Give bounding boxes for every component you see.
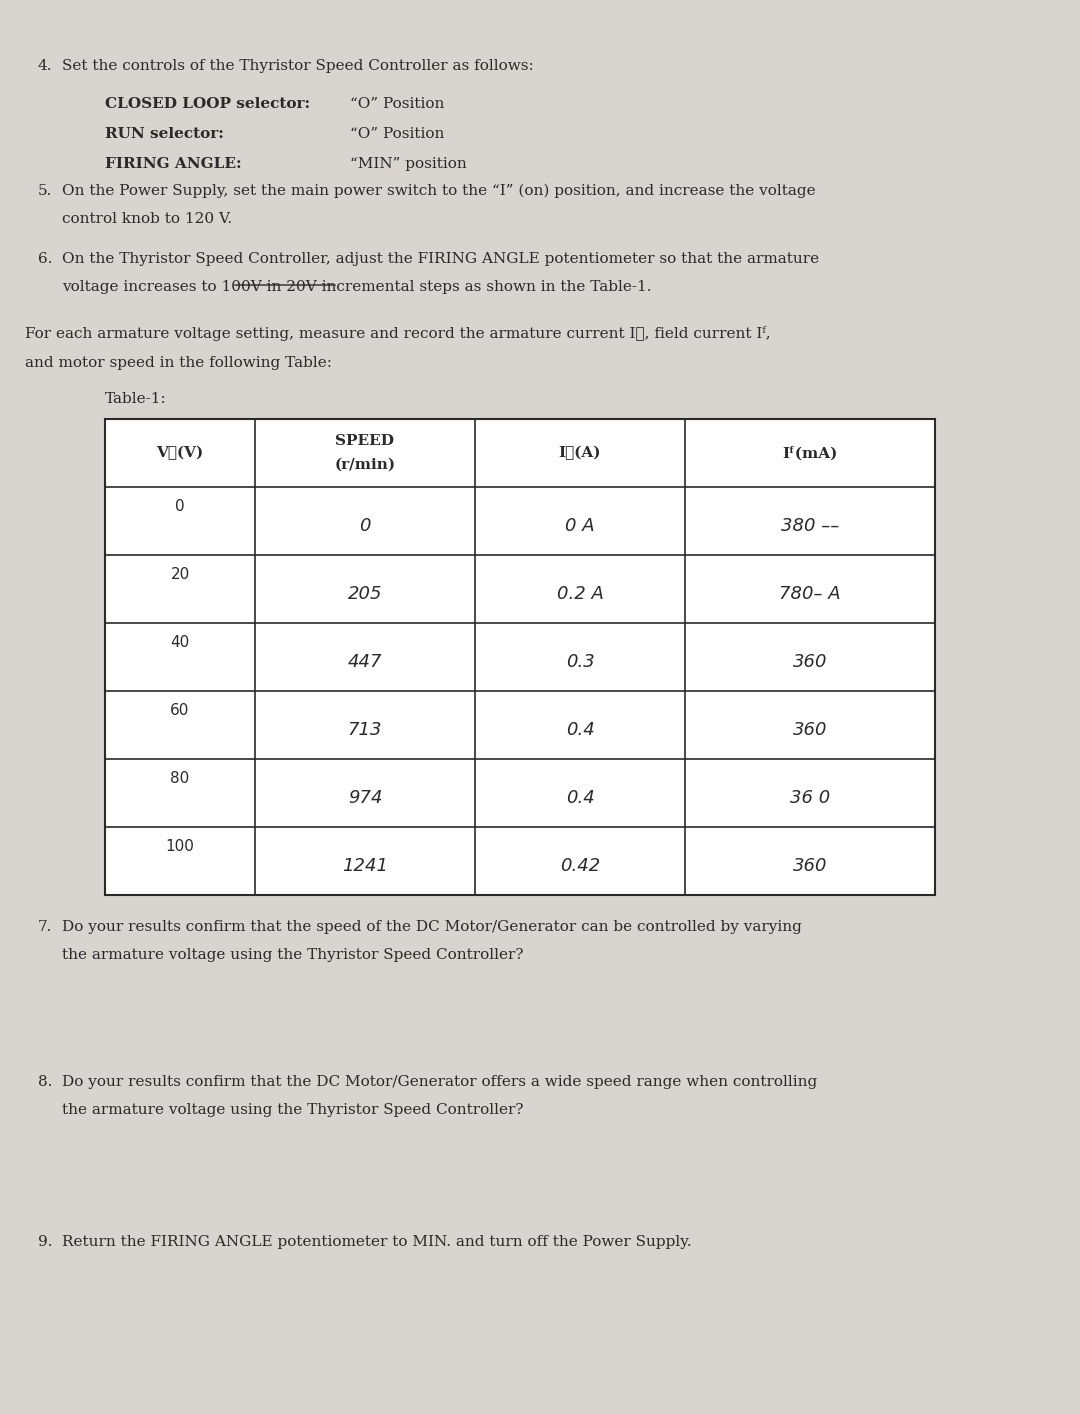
- Text: (r/min): (r/min): [335, 458, 395, 472]
- Text: 780– A: 780– A: [779, 585, 841, 602]
- Text: 100: 100: [165, 839, 194, 854]
- Text: “O” Position: “O” Position: [350, 98, 444, 112]
- Text: Iᶠ(mA): Iᶠ(mA): [782, 445, 838, 460]
- Text: 20: 20: [171, 567, 190, 583]
- Text: “O” Position: “O” Position: [350, 127, 444, 141]
- Text: 36 0: 36 0: [789, 789, 831, 807]
- Bar: [105, 419, 935, 895]
- Text: I⁁(A): I⁁(A): [558, 445, 602, 460]
- Text: 7.: 7.: [38, 921, 52, 935]
- Text: 447: 447: [348, 653, 382, 672]
- Text: 0 A: 0 A: [565, 518, 595, 534]
- Text: 0.42: 0.42: [559, 857, 600, 875]
- Text: 80: 80: [171, 771, 190, 786]
- Text: 60: 60: [171, 703, 190, 718]
- Text: Set the controls of the Thyristor Speed Controller as follows:: Set the controls of the Thyristor Speed …: [62, 59, 534, 74]
- Text: “MIN” position: “MIN” position: [350, 157, 467, 171]
- Text: 0.3: 0.3: [566, 653, 594, 672]
- Text: On the Thyristor Speed Controller, adjust the FIRING ANGLE potentiometer so that: On the Thyristor Speed Controller, adjus…: [62, 252, 819, 266]
- Text: 5.: 5.: [38, 184, 52, 198]
- Text: 6.: 6.: [38, 252, 53, 266]
- Text: 0: 0: [360, 518, 370, 534]
- Text: 380 ––: 380 ––: [781, 518, 839, 534]
- Text: and motor speed in the following Table:: and motor speed in the following Table:: [25, 356, 332, 370]
- Text: Do your results confirm that the DC Motor/Generator offers a wide speed range wh: Do your results confirm that the DC Moto…: [62, 1075, 818, 1089]
- Text: 0: 0: [175, 499, 185, 515]
- Text: 360: 360: [793, 653, 827, 672]
- Text: 1241: 1241: [342, 857, 388, 875]
- Text: SPEED: SPEED: [336, 434, 394, 448]
- Text: On the Power Supply, set the main power switch to the “I” (on) position, and inc: On the Power Supply, set the main power …: [62, 184, 815, 198]
- Text: 0.2 A: 0.2 A: [556, 585, 604, 602]
- Text: 9.: 9.: [38, 1234, 53, 1249]
- Text: Table-1:: Table-1:: [105, 392, 166, 406]
- Text: For each armature voltage setting, measure and record the armature current I⁁, f: For each armature voltage setting, measu…: [25, 327, 771, 341]
- Text: 360: 360: [793, 721, 827, 740]
- Text: 974: 974: [348, 789, 382, 807]
- Text: voltage increases to 100V in 20V incremental steps as shown in the Table-1.: voltage increases to 100V in 20V increme…: [62, 280, 651, 294]
- Text: FIRING ANGLE:: FIRING ANGLE:: [105, 157, 242, 171]
- Text: Do your results confirm that the speed of the DC Motor/Generator can be controll: Do your results confirm that the speed o…: [62, 921, 801, 935]
- Text: 40: 40: [171, 635, 190, 650]
- Text: Return the FIRING ANGLE potentiometer to MIN. and turn off the Power Supply.: Return the FIRING ANGLE potentiometer to…: [62, 1234, 691, 1249]
- Text: the armature voltage using the Thyristor Speed Controller?: the armature voltage using the Thyristor…: [62, 1103, 524, 1117]
- Text: 205: 205: [348, 585, 382, 602]
- Text: CLOSED LOOP selector:: CLOSED LOOP selector:: [105, 98, 310, 112]
- Text: RUN selector:: RUN selector:: [105, 127, 224, 141]
- Text: 0.4: 0.4: [566, 789, 594, 807]
- Text: the armature voltage using the Thyristor Speed Controller?: the armature voltage using the Thyristor…: [62, 947, 524, 962]
- Text: 360: 360: [793, 857, 827, 875]
- Text: 4.: 4.: [38, 59, 53, 74]
- Text: V⁁(V): V⁁(V): [157, 445, 204, 460]
- Text: 0.4: 0.4: [566, 721, 594, 740]
- Text: 713: 713: [348, 721, 382, 740]
- Text: control knob to 120 V.: control knob to 120 V.: [62, 212, 232, 226]
- Text: 8.: 8.: [38, 1075, 52, 1089]
